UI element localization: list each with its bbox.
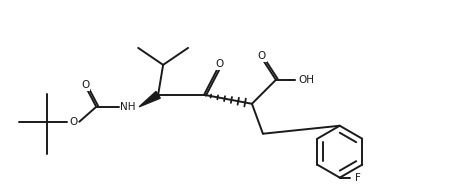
- Polygon shape: [139, 91, 160, 107]
- Text: NH: NH: [120, 102, 136, 112]
- Text: O: O: [258, 51, 266, 61]
- Text: O: O: [215, 59, 223, 69]
- Text: O: O: [69, 117, 77, 127]
- Text: OH: OH: [299, 75, 315, 85]
- Text: O: O: [81, 80, 89, 90]
- Text: F: F: [355, 173, 361, 183]
